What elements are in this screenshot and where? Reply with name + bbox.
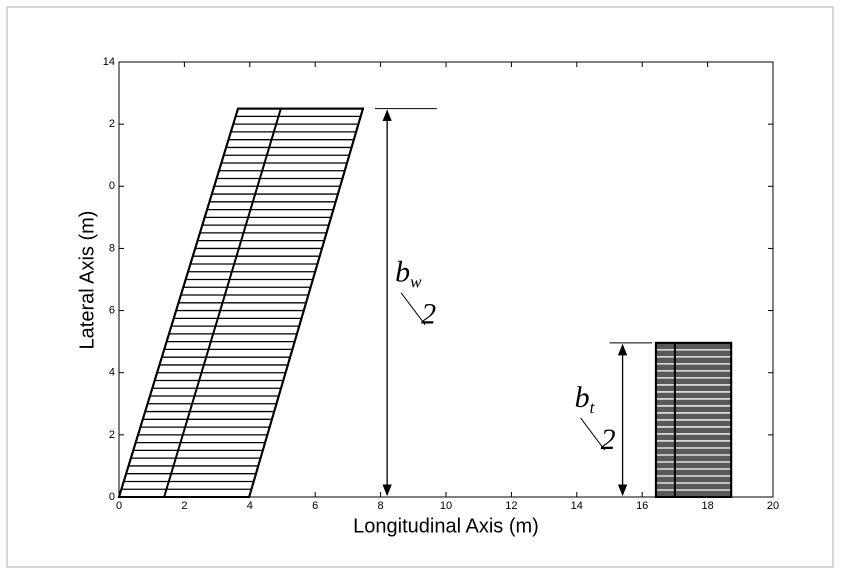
y-axis-label: Lateral Axis (m) [76, 211, 98, 350]
frame [6, 6, 834, 568]
wing-mid-line [163, 108, 282, 498]
y-tick-label: 2 [109, 118, 115, 130]
x-tick-label: 16 [636, 500, 648, 512]
y-tick-label: 0 [109, 491, 115, 503]
x-tick-label: 0 [116, 500, 122, 512]
x-tick-label: 8 [378, 500, 384, 512]
y-tick-label: 6 [109, 304, 115, 316]
x-tick-label: 14 [571, 500, 583, 512]
x-tick-label: 12 [505, 500, 517, 512]
x-tick-label: 2 [181, 500, 187, 512]
wing-outline [117, 107, 365, 498]
dimension-denominator: 2 [601, 423, 616, 456]
x-tick-label: 10 [440, 500, 452, 512]
dimension-denominator: 2 [421, 298, 436, 331]
x-axis-label: Longitudinal Axis (m) [353, 515, 539, 537]
dimension-label: b [395, 256, 410, 289]
y-tick-label: 4 [109, 367, 115, 379]
x-tick-label: 18 [701, 500, 713, 512]
x-tick-label: 4 [247, 500, 253, 512]
dimension-subscript: t [590, 398, 596, 417]
y-tick-label: 0 [109, 180, 115, 192]
dimension-subscript: w [410, 273, 422, 292]
y-tick-label: 2 [109, 429, 115, 441]
x-tick-label: 20 [767, 500, 779, 512]
fraction-slash [580, 417, 605, 451]
y-tick-label: 8 [109, 242, 115, 254]
dimension-label: b [575, 381, 590, 414]
tail-outline [654, 341, 733, 498]
x-tick-label: 6 [312, 500, 318, 512]
fraction-slash [400, 292, 426, 326]
y-tick-label: 14 [103, 56, 115, 68]
